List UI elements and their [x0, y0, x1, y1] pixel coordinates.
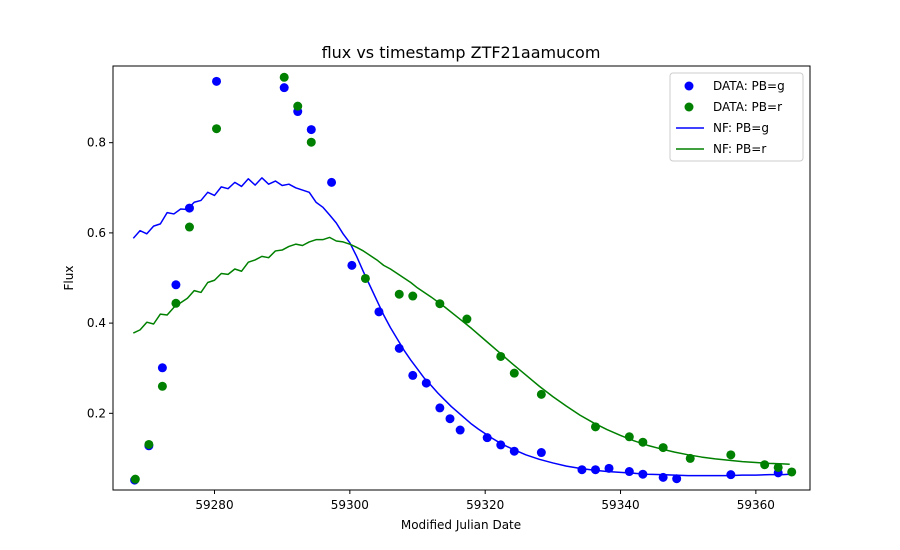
chart-title: flux vs timestamp ZTF21aamucom: [322, 43, 601, 62]
legend-label-0: DATA: PB=g: [713, 79, 785, 93]
data-point-1-1: [144, 439, 154, 449]
legend-marker-0: [684, 81, 694, 91]
data-point-1-20: [658, 443, 668, 453]
data-point-0-4: [184, 203, 194, 213]
data-point-1-2: [157, 381, 167, 391]
y-axis-title: Flux: [62, 266, 76, 291]
legend-label-3: NF: PB=r: [713, 142, 766, 156]
data-point-0-15: [435, 403, 445, 413]
x-tick-label-0: 59280: [195, 498, 233, 512]
data-point-1-21: [685, 453, 695, 463]
x-tick-label-4: 59360: [737, 498, 775, 512]
y-tick-label-0: 0.2: [87, 406, 106, 420]
legend-items: DATA: PB=g DATA: PB=r NF: PB=g NF: PB=r: [676, 79, 785, 156]
axes-frame: [112, 65, 811, 491]
x-tick-label-2: 59320: [466, 498, 504, 512]
data-point-0-16: [445, 414, 455, 424]
data-point-1-15: [509, 368, 519, 378]
data-point-1-11: [408, 291, 418, 301]
data-point-1-6: [279, 72, 289, 82]
data-point-1-22: [726, 450, 736, 460]
data-point-0-22: [577, 465, 587, 475]
data-point-0-8: [306, 125, 316, 135]
data-point-1-3: [171, 298, 181, 308]
data-point-1-13: [462, 314, 472, 324]
x-axis: 59280 59300 59320 59340 59360: [195, 490, 775, 512]
series-line-2: [132, 177, 790, 477]
data-point-1-23: [760, 460, 770, 470]
data-point-0-21: [536, 448, 546, 458]
data-point-0-28: [672, 474, 682, 484]
data-point-1-17: [590, 422, 600, 432]
data-point-0-27: [658, 472, 668, 482]
data-point-0-10: [347, 260, 357, 270]
data-point-1-7: [293, 101, 303, 111]
plot-area: [130, 72, 797, 485]
data-point-1-12: [435, 299, 445, 309]
data-point-0-23: [590, 465, 600, 475]
data-point-1-8: [306, 137, 316, 147]
legend-label-1: DATA: PB=r: [713, 100, 782, 114]
x-tick-label-1: 59300: [331, 498, 369, 512]
y-tick-label-1: 0.4: [87, 316, 106, 330]
y-tick-label-3: 0.8: [87, 136, 106, 150]
legend-box: [669, 72, 804, 162]
data-point-0-12: [394, 343, 404, 353]
data-point-0-24: [604, 463, 614, 473]
data-point-1-18: [624, 432, 634, 442]
data-point-1-4: [184, 222, 194, 232]
x-axis-title: Modified Julian Date: [401, 518, 521, 532]
data-point-0-18: [482, 433, 492, 443]
x-tick-label-3: 59340: [601, 498, 639, 512]
data-point-0-19: [496, 440, 506, 450]
data-point-0-20: [509, 446, 519, 456]
data-point-1-19: [638, 437, 648, 447]
data-point-0-17: [455, 425, 465, 435]
data-point-0-3: [171, 280, 181, 290]
data-point-1-14: [496, 351, 506, 361]
data-point-0-29: [726, 470, 736, 480]
data-point-1-24: [773, 462, 783, 472]
legend-marker-1: [684, 102, 694, 112]
y-tick-label-2: 0.6: [87, 226, 106, 240]
data-point-1-9: [360, 273, 370, 283]
data-point-0-9: [327, 177, 337, 187]
data-point-0-26: [638, 469, 648, 479]
data-point-0-5: [212, 76, 222, 86]
data-point-0-6: [279, 83, 289, 93]
data-point-1-0: [130, 474, 140, 484]
data-point-1-5: [212, 124, 222, 134]
data-point-0-25: [624, 467, 634, 477]
data-point-0-13: [408, 370, 418, 380]
data-point-1-25: [787, 467, 797, 477]
legend-label-2: NF: PB=g: [713, 121, 769, 135]
data-point-0-11: [374, 307, 384, 317]
legend: DATA: PB=g DATA: PB=r NF: PB=g NF: PB=r: [669, 72, 804, 162]
data-point-0-2: [157, 363, 167, 373]
data-point-1-16: [536, 389, 546, 399]
data-point-0-14: [421, 378, 431, 388]
data-point-1-10: [394, 289, 404, 299]
y-axis: 0.2 0.4 0.6 0.8: [87, 136, 113, 420]
